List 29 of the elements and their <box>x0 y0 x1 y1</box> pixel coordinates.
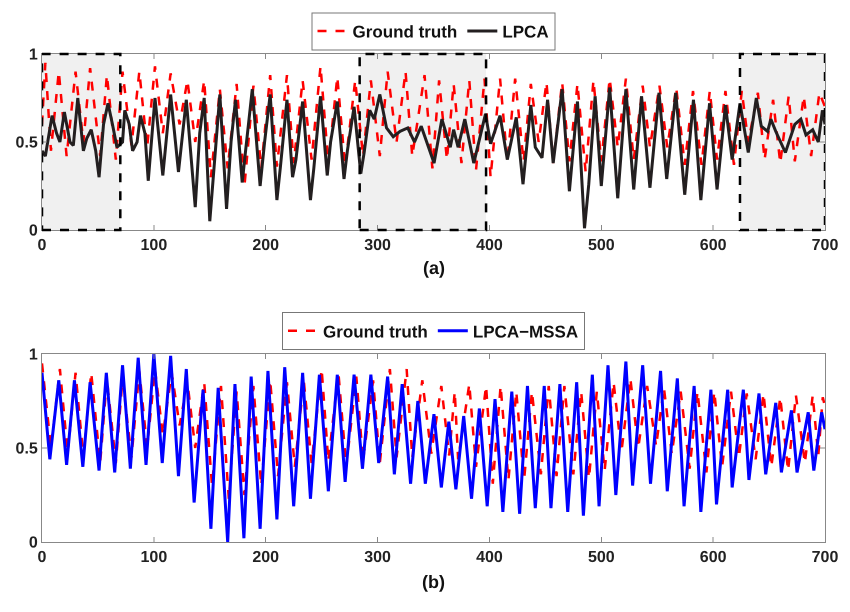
y-tick-label: 1 <box>28 346 38 364</box>
x-tick-label: 100 <box>140 237 168 254</box>
x-tick-label: 700 <box>812 237 838 254</box>
x-tick-label: 400 <box>476 237 503 254</box>
line-series <box>42 354 825 542</box>
x-tick-label: 300 <box>364 237 392 254</box>
x-tick-label: 100 <box>140 549 168 566</box>
x-tick-label: 500 <box>588 549 615 566</box>
y-tick-label: 0.5 <box>16 440 38 458</box>
x-tick-label: 400 <box>476 549 503 566</box>
legend-label: Ground truth <box>352 22 458 42</box>
x-tick-label: 600 <box>700 549 727 566</box>
x-tick-label: 200 <box>252 549 280 566</box>
y-tick-label: 0.5 <box>16 134 38 152</box>
x-tick-label: 200 <box>252 237 280 254</box>
y-tick-label: 1 <box>28 46 38 64</box>
text: (b) <box>422 572 445 592</box>
line-series <box>42 362 825 500</box>
x-tick-label: 500 <box>588 237 615 254</box>
text: (a) <box>423 258 446 278</box>
legend-label: Ground truth <box>323 322 428 342</box>
legend-label: LPCA−MSSA <box>472 322 578 342</box>
line-series <box>42 86 825 230</box>
x-tick-label: 700 <box>812 549 838 566</box>
y-tick-label: 0 <box>28 534 38 552</box>
x-tick-label: 600 <box>700 237 727 254</box>
y-tick-label: 0 <box>28 222 38 240</box>
x-tick-label: 300 <box>364 549 392 566</box>
legend-label: LPCA <box>502 22 549 42</box>
